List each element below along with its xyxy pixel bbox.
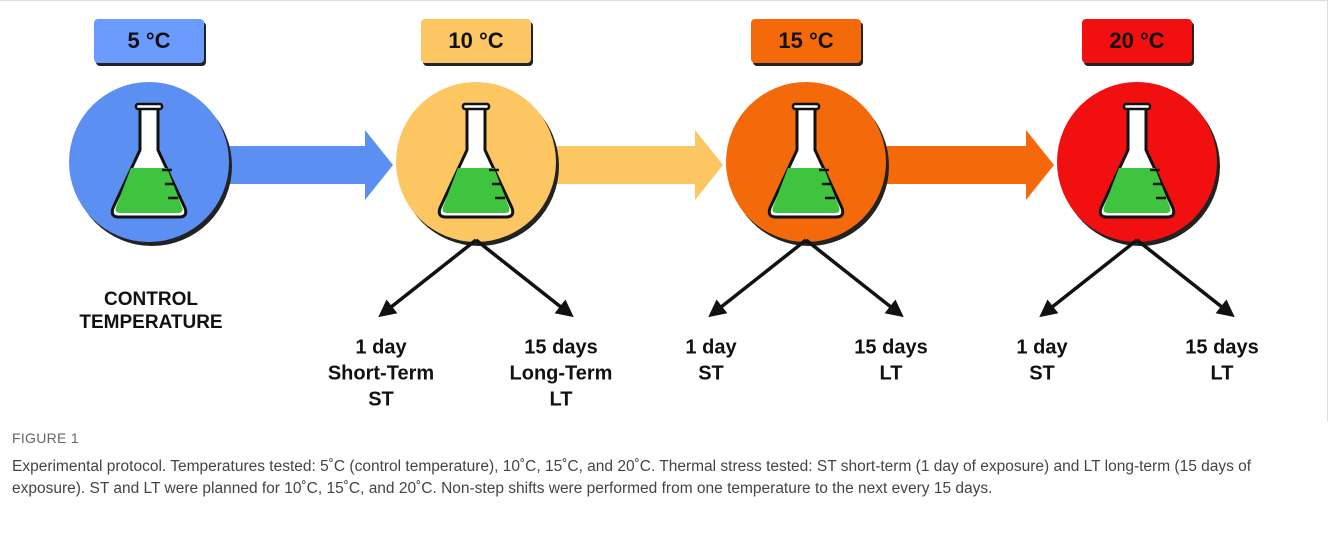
short-term-label: ST [1029,362,1055,384]
temp-label: 5 °C [127,28,170,53]
short-term-label: 1 day [685,336,737,358]
flask-liquid [1103,168,1171,213]
short-term-label: ST [698,362,724,384]
flask-liquid [442,168,510,213]
temp-box [1082,19,1192,63]
short-term-label: 1 day [355,336,407,358]
temp-box [751,19,861,63]
temp-label: 10 °C [448,28,503,53]
temp-box [421,19,531,63]
branch-arrow [474,238,574,318]
long-term-label: Long-Term [510,362,613,384]
flow-arrow [846,130,1054,200]
branch-arrow [378,238,478,318]
figure-frame [0,0,1328,421]
caption-label: FIGURE 1 [12,430,79,446]
control-note: CONTROL [104,289,198,310]
temp-box [94,19,204,63]
temp-label: 20 °C [1109,28,1164,53]
flask-lip [461,102,491,111]
long-term-label: LT [1211,362,1234,384]
short-term-label: Short-Term [328,362,434,384]
branch-arrow [708,238,808,318]
flask-lip [1122,102,1152,111]
long-term-label: 15 days [854,336,927,358]
branch-arrow [804,238,904,318]
flask-lip [134,102,164,111]
short-term-label: 1 day [1016,336,1068,358]
branch-arrow [1039,238,1139,318]
flow-arrow [189,130,393,200]
long-term-label: 15 days [524,336,597,358]
flask-liquid [115,168,183,213]
short-term-label: ST [368,388,394,410]
temp-label: 15 °C [778,28,833,53]
long-term-label: 15 days [1185,336,1258,358]
long-term-label: LT [550,388,573,410]
control-note: TEMPERATURE [79,312,222,333]
flask-lip [791,102,821,111]
flow-arrow [516,130,723,200]
long-term-label: LT [880,362,903,384]
caption-text: Experimental protocol. Temperatures test… [12,458,1252,497]
branch-arrow [1135,238,1235,318]
flask-liquid [772,168,840,213]
